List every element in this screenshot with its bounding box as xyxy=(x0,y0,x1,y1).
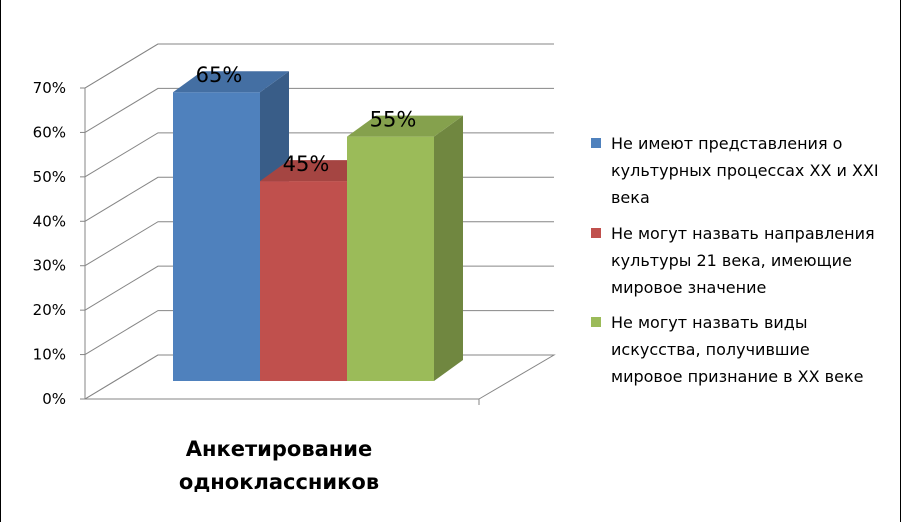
y-tick-label: 50% xyxy=(33,168,66,186)
bar-3 xyxy=(347,115,463,382)
bar-top-face xyxy=(173,71,289,93)
legend-swatch-3 xyxy=(591,317,601,327)
wall-top-edge xyxy=(84,43,554,89)
gridline xyxy=(84,87,554,133)
category-label-line: Анкетирование xyxy=(186,437,373,461)
data-label-1: 65% xyxy=(196,63,243,87)
data-label-2: 45% xyxy=(283,152,330,176)
category-label-line: одноклассников xyxy=(179,470,379,494)
legend-entry-1-line: Не имеют представления о xyxy=(611,134,842,153)
legend-entry-3-line: Не могут назвать виды xyxy=(611,313,807,332)
gridline xyxy=(84,43,554,89)
y-axis-ticks: 0% 10% 20% 30% 40% 50% 60% 70% xyxy=(33,79,85,408)
legend-entry-1-line: культурных процессах XX и XXI xyxy=(611,161,879,180)
axes xyxy=(84,88,480,405)
legend-entry-3-line: мировое признание в XX веке xyxy=(611,367,863,386)
bar-front-face xyxy=(347,136,434,381)
bar-top-face xyxy=(347,115,463,137)
y-tick-label: 30% xyxy=(33,257,66,275)
gridlines xyxy=(84,43,554,400)
bar-side-face xyxy=(434,115,463,382)
data-labels: 65% 45% 55% xyxy=(196,63,417,176)
legend-swatch-1 xyxy=(591,138,601,148)
bar-front-face xyxy=(173,92,260,381)
y-tick-label: 20% xyxy=(33,301,66,319)
legend-entry-3-line: искусства, получившие xyxy=(611,340,810,359)
legend: Не имеют представления о культурных проце… xyxy=(591,134,879,386)
y-tick-label: 10% xyxy=(33,346,66,364)
y-tick-label: 0% xyxy=(42,390,66,408)
bars xyxy=(173,71,463,382)
data-label-3: 55% xyxy=(370,108,417,132)
bar-front-face xyxy=(260,181,347,381)
category-label: Анкетирование одноклассников xyxy=(179,437,379,494)
legend-entry-1-line: века xyxy=(611,188,650,207)
legend-entry-2-line: Не могут назвать направления xyxy=(611,224,875,243)
legend-entry-2-line: культуры 21 века, имеющие xyxy=(611,251,852,270)
legend-entry-2-line: мировое значение xyxy=(611,278,766,297)
legend-swatch-2 xyxy=(591,228,601,238)
y-tick-label: 60% xyxy=(33,123,66,141)
y-tick-label: 40% xyxy=(33,212,66,230)
y-tick-label: 70% xyxy=(33,79,66,97)
